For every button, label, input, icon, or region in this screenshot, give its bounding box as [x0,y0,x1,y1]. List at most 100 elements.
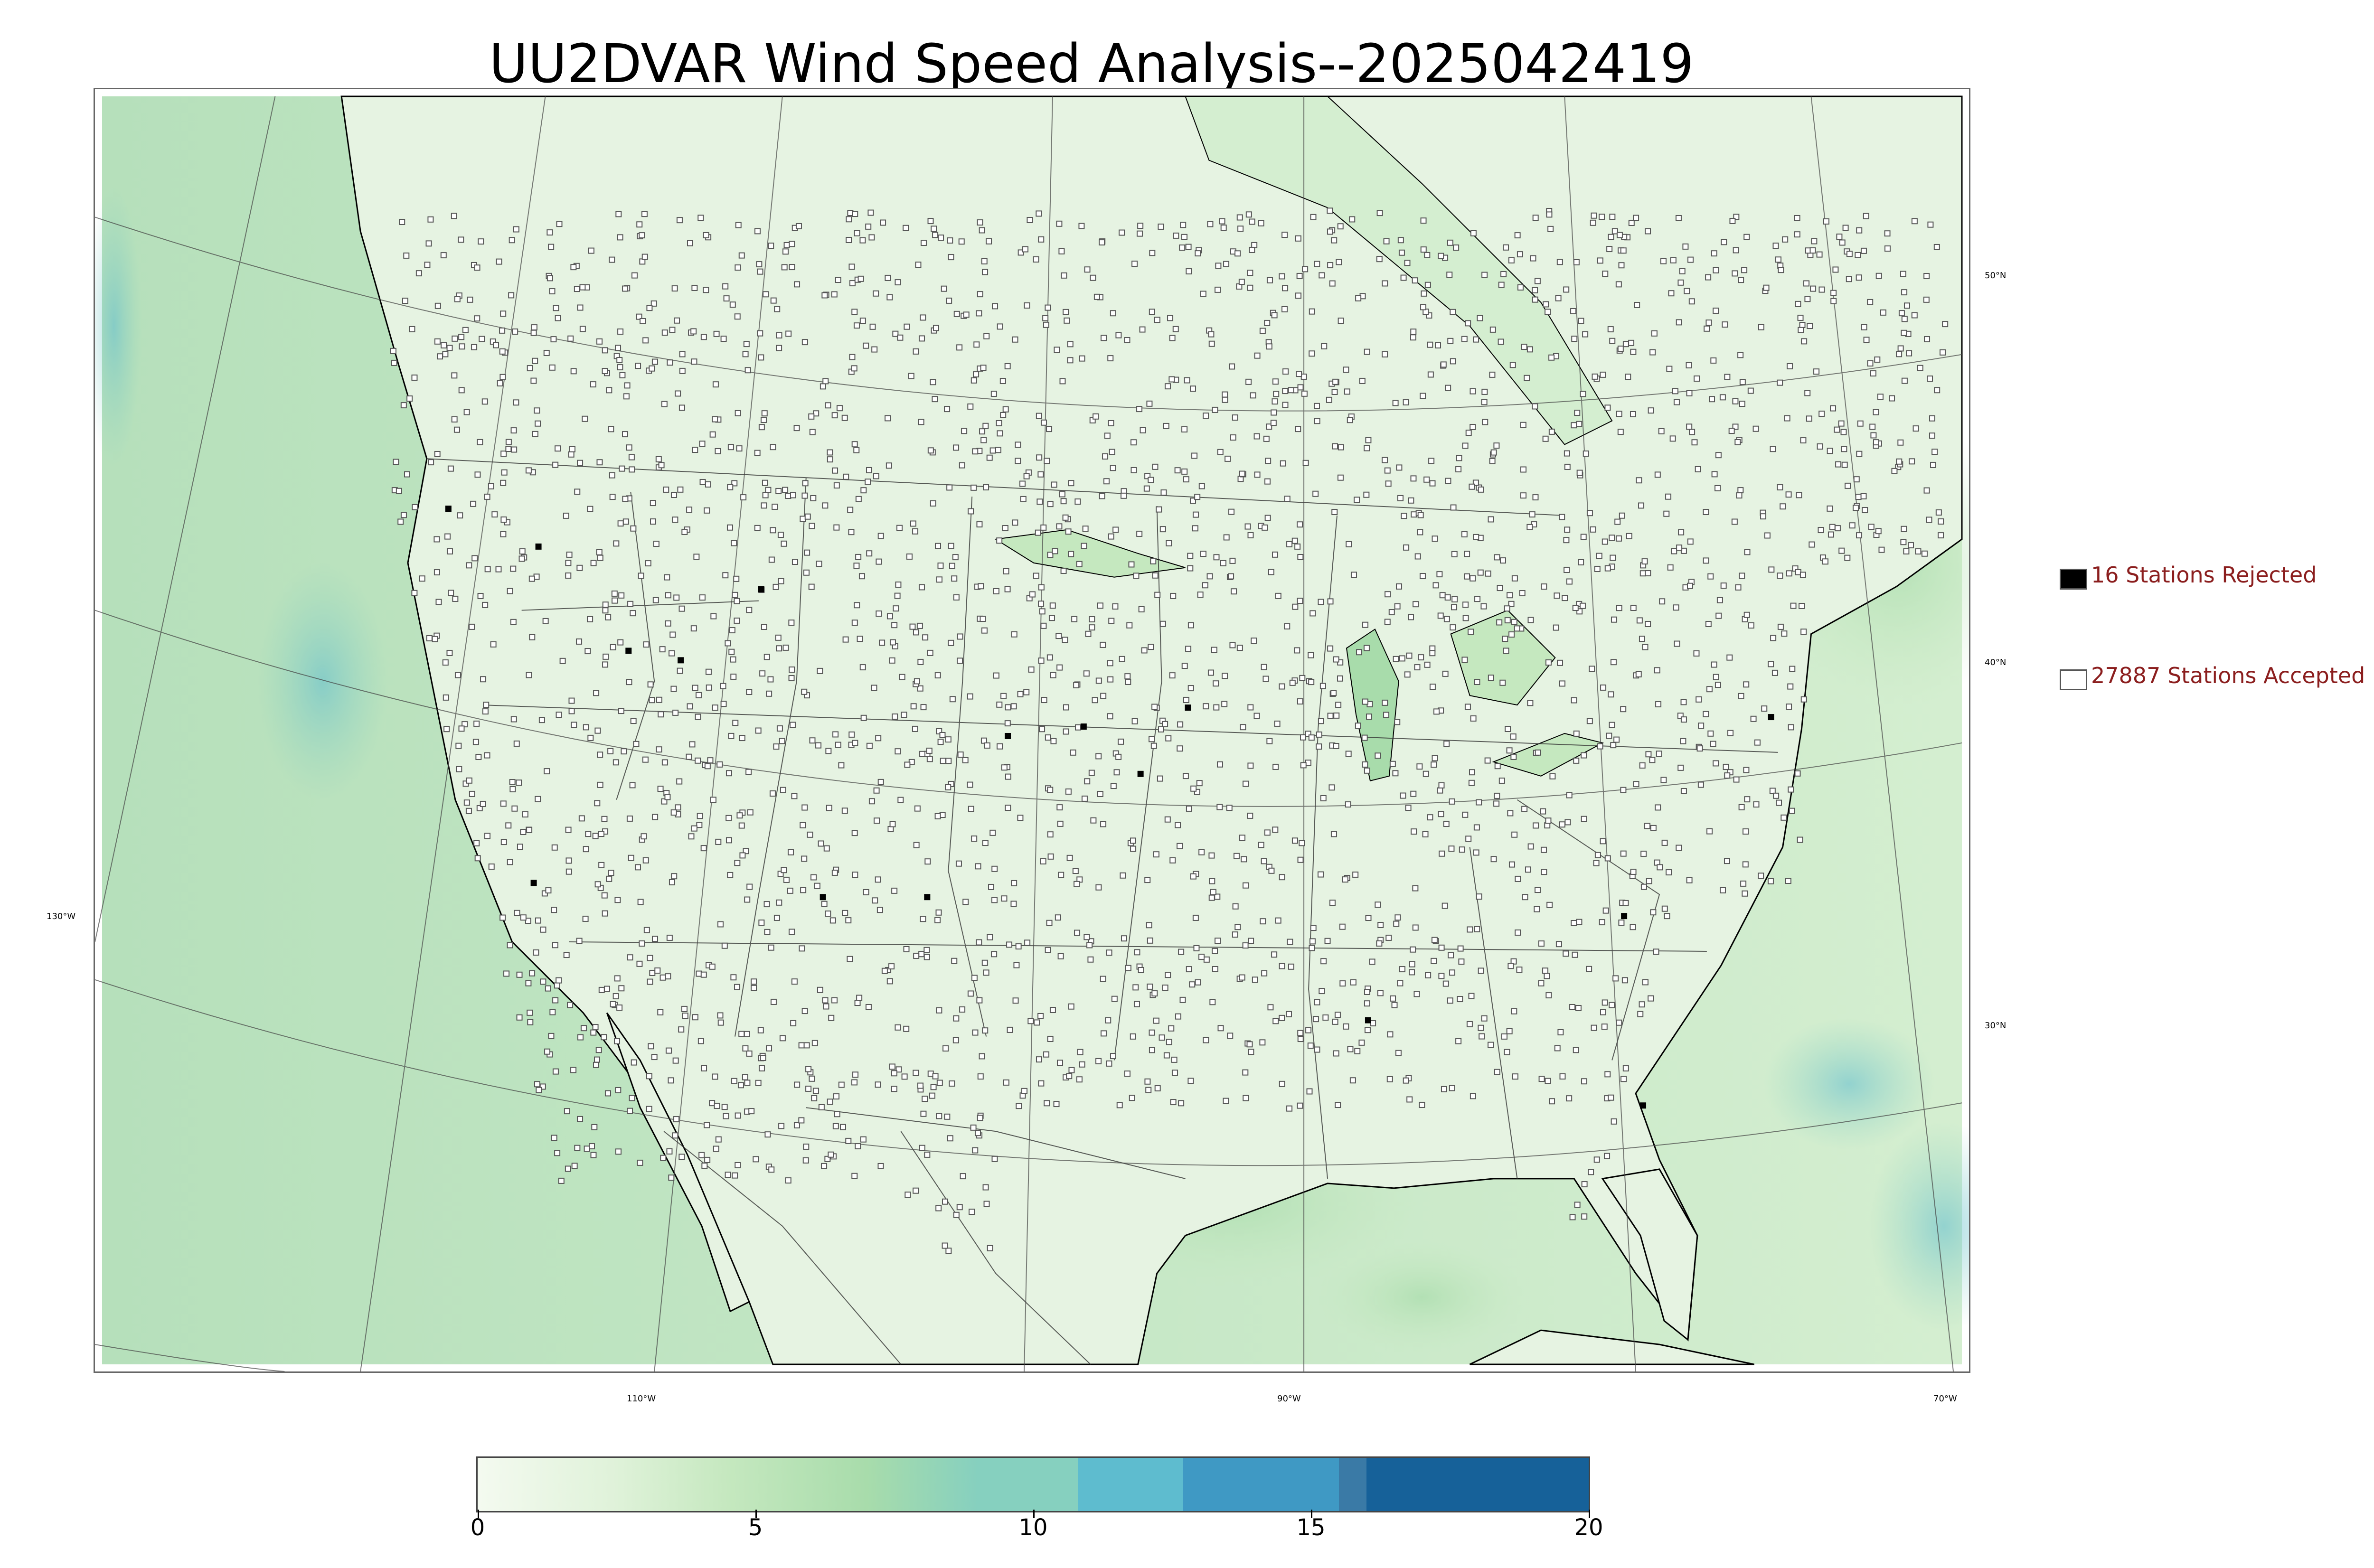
station-accepted-marker [679,367,686,374]
station-accepted-marker [895,1024,901,1031]
station-accepted-marker [734,313,741,320]
station-accepted-marker [982,840,989,846]
station-accepted-marker [682,1013,688,1019]
station-accepted-marker [909,623,916,630]
station-accepted-marker [1097,602,1103,609]
station-accepted-marker [1189,498,1196,504]
station-accepted-marker [500,516,507,523]
station-accepted-marker [761,502,767,509]
station-accepted-marker [1273,391,1280,397]
station-accepted-marker [643,641,650,648]
station-accepted-marker [1300,373,1307,380]
station-accepted-marker [1520,422,1526,428]
station-accepted-marker [1302,460,1309,466]
station-accepted-marker [1572,951,1578,958]
station-accepted-marker [610,644,616,650]
station-accepted-marker [1426,312,1432,319]
station-accepted-marker [1665,493,1672,500]
station-accepted-marker [1197,592,1204,598]
station-accepted-marker [1039,726,1046,732]
station-accepted-marker [953,594,960,601]
station-accepted-marker [471,555,478,562]
station-accepted-marker [1431,937,1438,943]
station-accepted-marker [1314,418,1320,424]
station-accepted-marker [1157,775,1163,782]
station-accepted-marker [1617,346,1624,352]
station-accepted-marker [594,1056,600,1063]
station-accepted-marker [1411,511,1417,518]
station-accepted-marker [746,883,753,890]
station-accepted-marker [1063,728,1069,735]
station-accepted-marker [1734,439,1741,445]
station-accepted-marker [691,284,698,291]
station-rejected-marker [924,894,931,901]
station-accepted-marker [860,714,867,721]
station-accepted-marker [725,815,732,821]
station-accepted-marker [1328,784,1335,791]
station-accepted-marker [989,447,996,454]
station-accepted-marker [1462,811,1469,818]
station-accepted-marker [1600,684,1607,691]
station-accepted-marker [1878,546,1885,553]
station-accepted-marker [488,863,495,870]
station-accepted-marker [1462,442,1469,449]
station-accepted-marker [1462,615,1469,621]
station-accepted-marker [798,1042,805,1049]
station-accepted-marker [1687,582,1693,589]
station-accepted-marker [629,466,635,473]
station-accepted-marker [1377,990,1384,996]
station-accepted-marker [1393,656,1399,662]
station-accepted-marker [777,532,784,538]
station-accepted-marker [1679,268,1686,274]
station-accepted-marker [475,753,482,760]
station-accepted-marker [444,533,451,540]
station-accepted-marker [1202,582,1208,589]
station-accepted-marker [1907,542,1914,549]
station-accepted-marker [1438,944,1445,951]
station-accepted-marker [459,343,465,350]
station-accepted-marker [984,742,990,749]
station-accepted-marker [554,982,560,989]
station-accepted-marker [1576,421,1583,427]
station-accepted-marker [1480,603,1487,610]
station-accepted-marker [1208,331,1215,338]
station-accepted-marker [411,374,418,381]
station-accepted-marker [675,804,681,811]
station-accepted-marker [1175,822,1181,828]
station-accepted-marker [801,1008,808,1014]
station-accepted-marker [831,412,838,419]
station-accepted-marker [631,1059,637,1066]
station-accepted-marker [908,373,914,379]
station-accepted-marker [712,1073,718,1080]
station-accepted-marker [1650,825,1657,831]
station-accepted-marker [1538,940,1545,947]
station-accepted-marker [1399,655,1405,662]
station-accepted-marker [1856,227,1863,234]
station-accepted-marker [1534,887,1541,893]
station-accepted-marker [1657,864,1663,871]
station-accepted-marker [1295,235,1301,242]
station-accepted-marker [930,500,936,507]
station-accepted-marker [535,420,541,427]
station-accepted-marker [1645,621,1651,627]
station-accepted-marker [1443,820,1450,827]
station-rejected-marker [758,586,764,592]
station-accepted-marker [1628,219,1635,226]
station-accepted-marker [1512,1073,1518,1080]
station-accepted-marker [1622,1065,1629,1072]
station-accepted-marker [1553,624,1559,631]
station-accepted-marker [1927,376,1933,382]
station-accepted-marker [669,879,675,885]
station-accepted-marker [669,631,676,638]
station-accepted-marker [865,479,871,485]
station-accepted-marker [1151,704,1158,710]
station-accepted-marker [1175,1013,1182,1020]
station-accepted-marker [982,1184,989,1191]
station-accepted-marker [1715,682,1721,688]
station-accepted-marker [1449,1085,1455,1091]
station-accepted-marker [674,317,680,324]
station-accepted-marker [465,807,472,814]
station-accepted-marker [1292,603,1299,610]
station-accepted-marker [854,1000,861,1006]
station-rejected-marker [1768,714,1774,721]
